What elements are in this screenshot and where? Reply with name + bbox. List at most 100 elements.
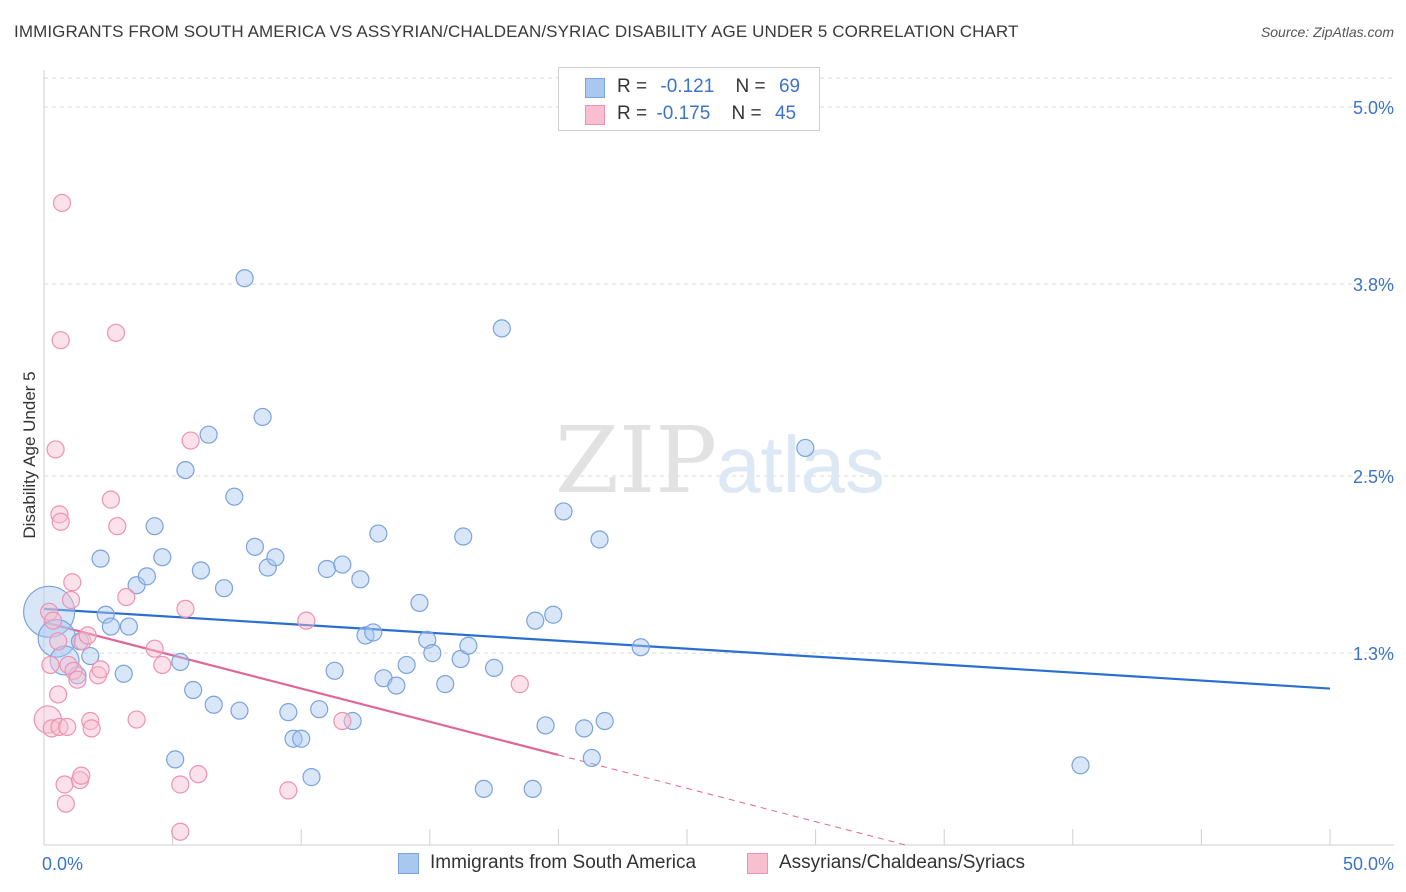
assyrian-point xyxy=(145,639,164,658)
bottom-legend-swatch-blue xyxy=(398,853,419,874)
bottom-legend-label-2: Assyrians/Chaldeans/Syriacs xyxy=(779,852,1026,873)
south-america-trend-line xyxy=(43,607,1331,690)
south-america-point xyxy=(101,617,120,636)
y-tick-label: 5.0% xyxy=(1353,98,1394,118)
assyrian-point xyxy=(63,573,82,592)
legend-n-label: N = xyxy=(731,103,762,124)
south-america-point xyxy=(253,407,272,427)
assyrian-point xyxy=(68,670,87,689)
south-america-point xyxy=(114,664,133,683)
grid-layer xyxy=(44,77,1394,654)
assyrian-point xyxy=(106,323,126,342)
south-america-point xyxy=(526,611,545,630)
watermark-atlas: atlas xyxy=(716,420,885,509)
south-america-point xyxy=(333,555,352,574)
assyrian-point xyxy=(73,632,92,651)
watermark-zip: ZIP xyxy=(555,407,717,514)
south-america-point xyxy=(153,548,172,567)
assyrian-point xyxy=(108,517,127,536)
y-axis-label: Disability Age Under 5 xyxy=(20,371,39,538)
south-america-point xyxy=(214,579,234,598)
south-america-point xyxy=(199,425,218,444)
source-credit: Source: ZipAtlas.com xyxy=(1260,24,1394,40)
south-america-point xyxy=(91,549,110,568)
assyrian-point xyxy=(33,705,63,734)
assyrian-point xyxy=(64,661,83,680)
assyrian-point xyxy=(181,431,200,450)
assyrian-point xyxy=(189,765,208,784)
axes-layer: 1.3% 2.5% 3.8% 5.0% 0.0% 50.0% xyxy=(42,70,1394,874)
south-america-point xyxy=(184,680,203,700)
south-america-point xyxy=(191,561,210,580)
south-america-point xyxy=(410,593,429,613)
south-america-point xyxy=(23,585,76,638)
south-america-point xyxy=(590,530,609,549)
assyrian-point xyxy=(58,717,77,737)
y-tick-label: 3.8% xyxy=(1353,275,1394,295)
south-america-point xyxy=(171,652,190,672)
assyrian-point xyxy=(41,655,60,675)
assyrian-point xyxy=(153,655,172,675)
assyrian-point xyxy=(56,794,75,813)
south-america-point xyxy=(631,638,650,657)
legend-n-label: N = xyxy=(735,76,766,97)
south-america-point xyxy=(364,623,383,642)
assyrian-point xyxy=(46,440,65,459)
south-america-point xyxy=(166,750,185,769)
assyrian-point xyxy=(49,632,68,651)
south-america-point xyxy=(343,711,362,731)
assyrian-point xyxy=(51,512,70,531)
assyrian-point xyxy=(171,822,190,841)
south-america-point xyxy=(423,644,442,663)
legend-r-label: R = xyxy=(617,76,648,97)
south-america-point xyxy=(266,548,285,567)
south-america-point xyxy=(325,661,344,680)
south-america-point xyxy=(1071,756,1090,775)
assyrian-point xyxy=(127,710,146,729)
assyrian-point xyxy=(279,781,298,800)
south-america-point xyxy=(536,716,555,735)
south-america-point xyxy=(317,559,337,579)
south-america-point xyxy=(119,617,138,636)
assyrian-point xyxy=(42,719,61,738)
south-america-point xyxy=(492,319,511,338)
assyrian-point xyxy=(43,611,63,630)
south-america-point xyxy=(176,460,195,480)
south-america-point xyxy=(302,768,321,787)
assyrian-point xyxy=(59,655,78,675)
south-america-point xyxy=(554,502,573,521)
assyrian-point xyxy=(61,590,81,610)
assyrian-point xyxy=(297,611,316,630)
assyrian-point xyxy=(101,490,120,509)
south-america-point xyxy=(544,605,563,624)
assyrian-trend-extension xyxy=(558,754,906,846)
south-america-point xyxy=(796,438,815,458)
south-america-point xyxy=(387,676,406,695)
south-america-point xyxy=(310,700,329,719)
x-tick-label: 0.0% xyxy=(42,854,83,874)
legend-swatch-blue xyxy=(585,78,605,98)
assyrian-point xyxy=(50,505,69,524)
assyrian-point xyxy=(50,717,69,737)
assyrian-point xyxy=(171,775,190,794)
south-america-point xyxy=(369,524,388,543)
points-layer xyxy=(23,193,1090,841)
south-america-point xyxy=(582,748,601,768)
trend-layer xyxy=(43,607,1331,846)
south-america-point xyxy=(37,619,77,658)
south-america-point xyxy=(523,779,542,799)
assyrian-point xyxy=(91,660,110,679)
legend-r-value-1: -0.121 xyxy=(660,76,715,97)
legend-n-value-2: 45 xyxy=(774,103,797,124)
chart-title: IMMIGRANTS FROM SOUTH AMERICA VS ASSYRIA… xyxy=(14,22,1019,41)
y-tick-label: 1.3% xyxy=(1353,644,1394,664)
legend-n-value-1: 69 xyxy=(778,76,801,97)
south-america-point xyxy=(225,487,244,506)
south-america-point xyxy=(204,695,223,714)
watermark: ZIP atlas xyxy=(555,407,885,514)
south-america-point xyxy=(351,570,370,589)
south-america-point xyxy=(485,658,504,677)
south-america-point xyxy=(397,655,416,675)
south-america-point xyxy=(235,269,254,288)
